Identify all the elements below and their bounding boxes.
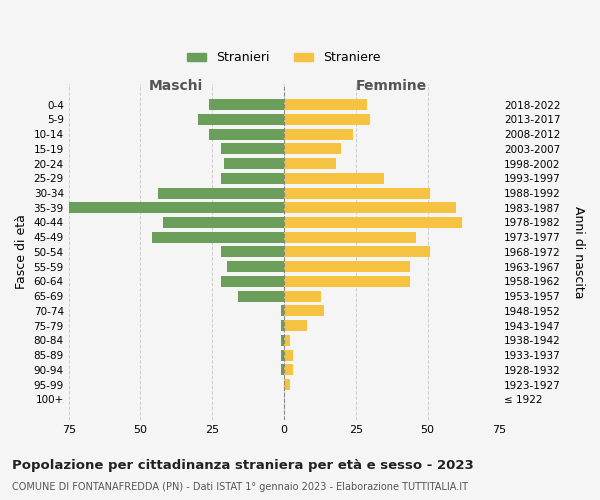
Text: Femmine: Femmine	[356, 79, 427, 93]
Bar	[227, 261, 284, 272]
Bar	[284, 276, 410, 287]
Text: Maschi: Maschi	[149, 79, 203, 93]
Bar	[281, 335, 284, 346]
Bar	[284, 320, 307, 331]
Bar	[221, 246, 284, 258]
Bar	[281, 320, 284, 331]
Bar	[284, 364, 293, 376]
Legend: Stranieri, Straniere: Stranieri, Straniere	[182, 46, 386, 70]
Bar	[198, 114, 284, 125]
Bar	[209, 128, 284, 140]
Text: Popolazione per cittadinanza straniera per età e sesso - 2023: Popolazione per cittadinanza straniera p…	[12, 460, 474, 472]
Y-axis label: Anni di nascita: Anni di nascita	[572, 206, 585, 298]
Bar	[163, 217, 284, 228]
Bar	[221, 276, 284, 287]
Bar	[284, 335, 290, 346]
Bar	[284, 99, 367, 110]
Text: COMUNE DI FONTANAFREDDA (PN) - Dati ISTAT 1° gennaio 2023 - Elaborazione TUTTITA: COMUNE DI FONTANAFREDDA (PN) - Dati ISTA…	[12, 482, 468, 492]
Bar	[281, 350, 284, 360]
Bar	[284, 232, 416, 243]
Bar	[68, 202, 284, 213]
Bar	[224, 158, 284, 169]
Bar	[284, 261, 410, 272]
Bar	[284, 217, 462, 228]
Bar	[158, 188, 284, 198]
Bar	[209, 99, 284, 110]
Bar	[284, 290, 321, 302]
Bar	[284, 114, 370, 125]
Bar	[284, 188, 430, 198]
Bar	[281, 306, 284, 316]
Bar	[284, 246, 430, 258]
Bar	[284, 173, 385, 184]
Bar	[221, 144, 284, 154]
Bar	[284, 379, 290, 390]
Bar	[284, 158, 335, 169]
Bar	[221, 173, 284, 184]
Bar	[284, 202, 456, 213]
Y-axis label: Fasce di età: Fasce di età	[15, 214, 28, 290]
Bar	[238, 290, 284, 302]
Bar	[284, 306, 324, 316]
Bar	[284, 128, 353, 140]
Bar	[284, 144, 341, 154]
Bar	[284, 350, 293, 360]
Bar	[152, 232, 284, 243]
Bar	[281, 364, 284, 376]
